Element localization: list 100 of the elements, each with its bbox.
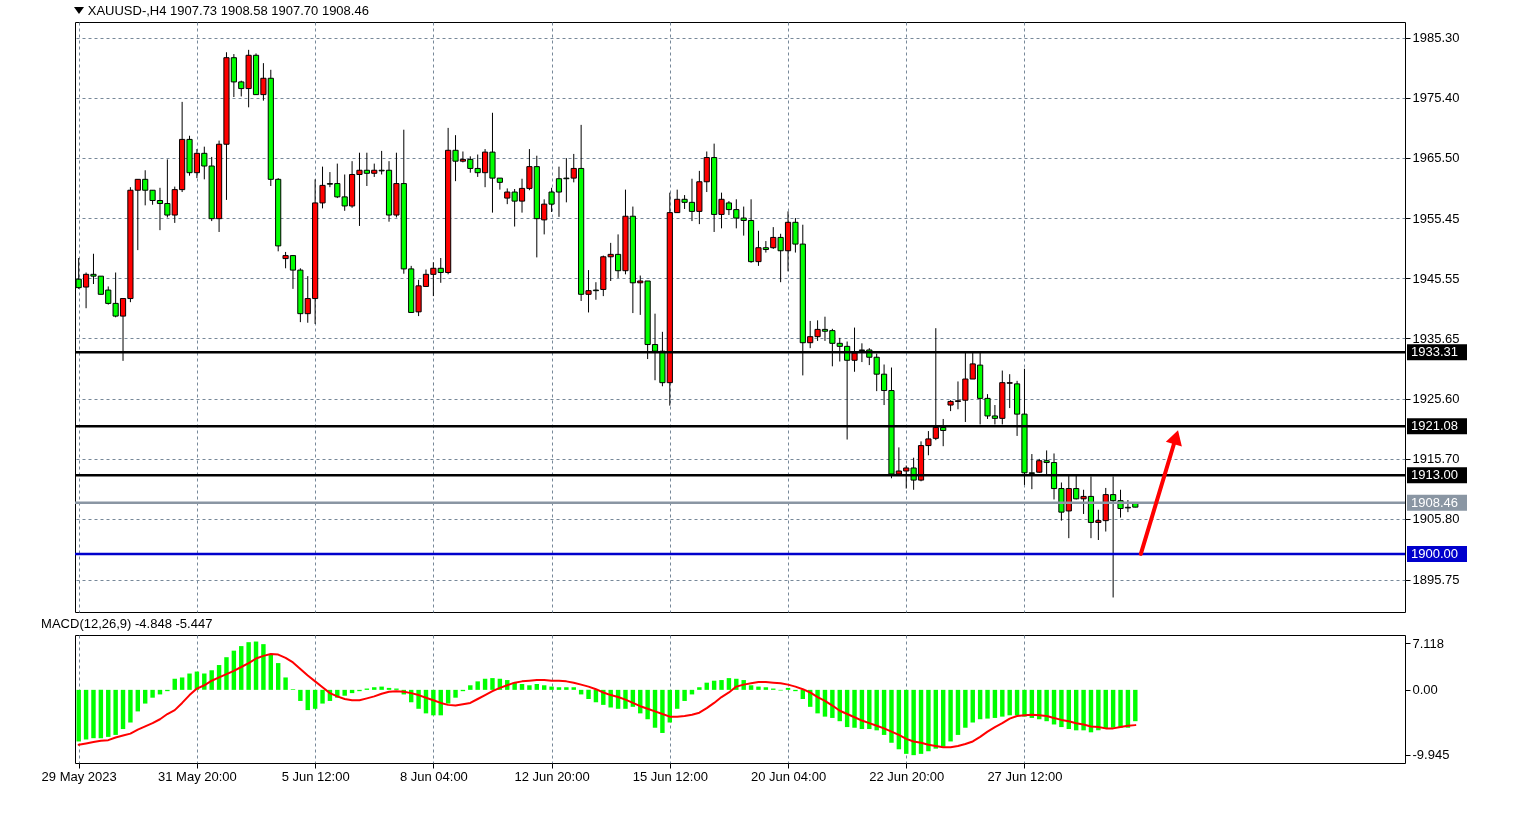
bar [726,678,732,690]
bar [468,685,473,690]
bar [142,689,148,704]
bar [113,689,118,735]
bar [1118,689,1123,728]
bar [1022,689,1027,717]
y-tick-label: 1925.60 [1412,391,1460,407]
bar [970,689,975,723]
bar [852,689,857,728]
bar [275,663,281,690]
bar [992,689,998,718]
y-tick-label: 1975.40 [1412,90,1460,106]
ref-line-label: 1908.46 [1411,494,1458,510]
bar [756,686,761,690]
y-tick-label: 0.00 [1412,682,1438,698]
bar [283,677,288,690]
bar [586,689,591,699]
ref-line-label: 1913.00 [1411,467,1458,483]
bar [379,686,384,690]
y-tick-label: 1935.65 [1412,330,1460,346]
bar [874,689,879,731]
bar [830,689,835,718]
y-tick-label: 1915.70 [1412,451,1460,467]
bar [261,644,266,690]
bar [985,689,990,719]
bar [926,689,931,752]
bar [674,689,680,709]
bar [571,687,576,690]
bar [541,685,547,690]
line-series [77,652,1137,749]
bar [187,673,192,690]
bar [1096,689,1101,731]
ref-line-label: 1921.08 [1411,418,1458,434]
x-tick-label: 15 Jun 12:00 [632,768,708,784]
bar [963,689,968,728]
x-tick-label: 22 Jun 20:00 [869,768,945,784]
x-tick-label: 31 May 20:00 [158,768,237,784]
x-tick-label: 5 Jun 12:00 [281,768,350,784]
x-tick-label: 20 Jun 04:00 [750,768,827,784]
bar [1059,689,1064,728]
bar [106,689,111,737]
bar [556,687,562,690]
bar [475,681,480,690]
y-tick-label: 1965.50 [1412,150,1460,166]
bar [342,689,347,696]
bar [128,689,133,723]
bar [453,689,458,698]
ref-line-label: 1900.00 [1411,545,1458,561]
bar [889,689,894,743]
bar [445,689,451,704]
y-tick-label: 1905.80 [1412,511,1460,527]
bar [512,682,517,690]
bar [527,685,532,690]
bar [91,689,96,739]
bar [431,689,436,716]
bar [955,689,961,735]
bar [519,683,525,690]
y-tick-label: 7.118 [1412,635,1445,651]
bar [246,642,251,690]
bar [763,687,769,690]
y-tick-label: 1955.45 [1412,210,1460,226]
bar [372,687,377,690]
bar [564,687,569,690]
bar [1044,689,1049,722]
x-tick-label: 27 Jun 12:00 [987,768,1063,784]
y-tick-label: 1945.55 [1412,270,1460,286]
bar [748,685,754,690]
y-tick-label: -9.945 [1412,747,1450,763]
ref-line-label: 1933.31 [1411,344,1458,360]
bar [867,689,872,730]
bar [948,689,953,742]
bar [645,689,650,720]
bar [1007,689,1012,716]
bar [320,689,325,704]
bar [490,678,495,690]
bar [682,689,687,701]
bar [1133,689,1138,722]
bar [312,689,318,709]
y-tick-label: 1895.75 [1412,572,1460,588]
bar [172,678,177,690]
x-tick-label: 29 May 2023 [41,768,117,784]
x-tick-label: 12 Jun 20:00 [514,768,590,784]
bar [1000,689,1005,717]
bar [98,689,104,739]
bar [224,657,229,690]
bar [660,689,665,733]
bar [719,680,724,690]
bar [120,689,126,730]
bar [1081,689,1086,731]
chart-title: MACD(12,26,9) -4.848 -5.447 [41,616,213,631]
chart-title: XAUUSD-,H4 1907.73 1908.58 1907.70 1908.46 [87,3,369,18]
bar [76,689,81,742]
bar [150,689,155,698]
bar [179,677,185,690]
bar [482,678,488,690]
bar [298,689,303,701]
bar [697,687,702,690]
bar [549,686,554,690]
x-tick-label: 8 Jun 04:00 [399,768,468,784]
bar [911,689,916,756]
